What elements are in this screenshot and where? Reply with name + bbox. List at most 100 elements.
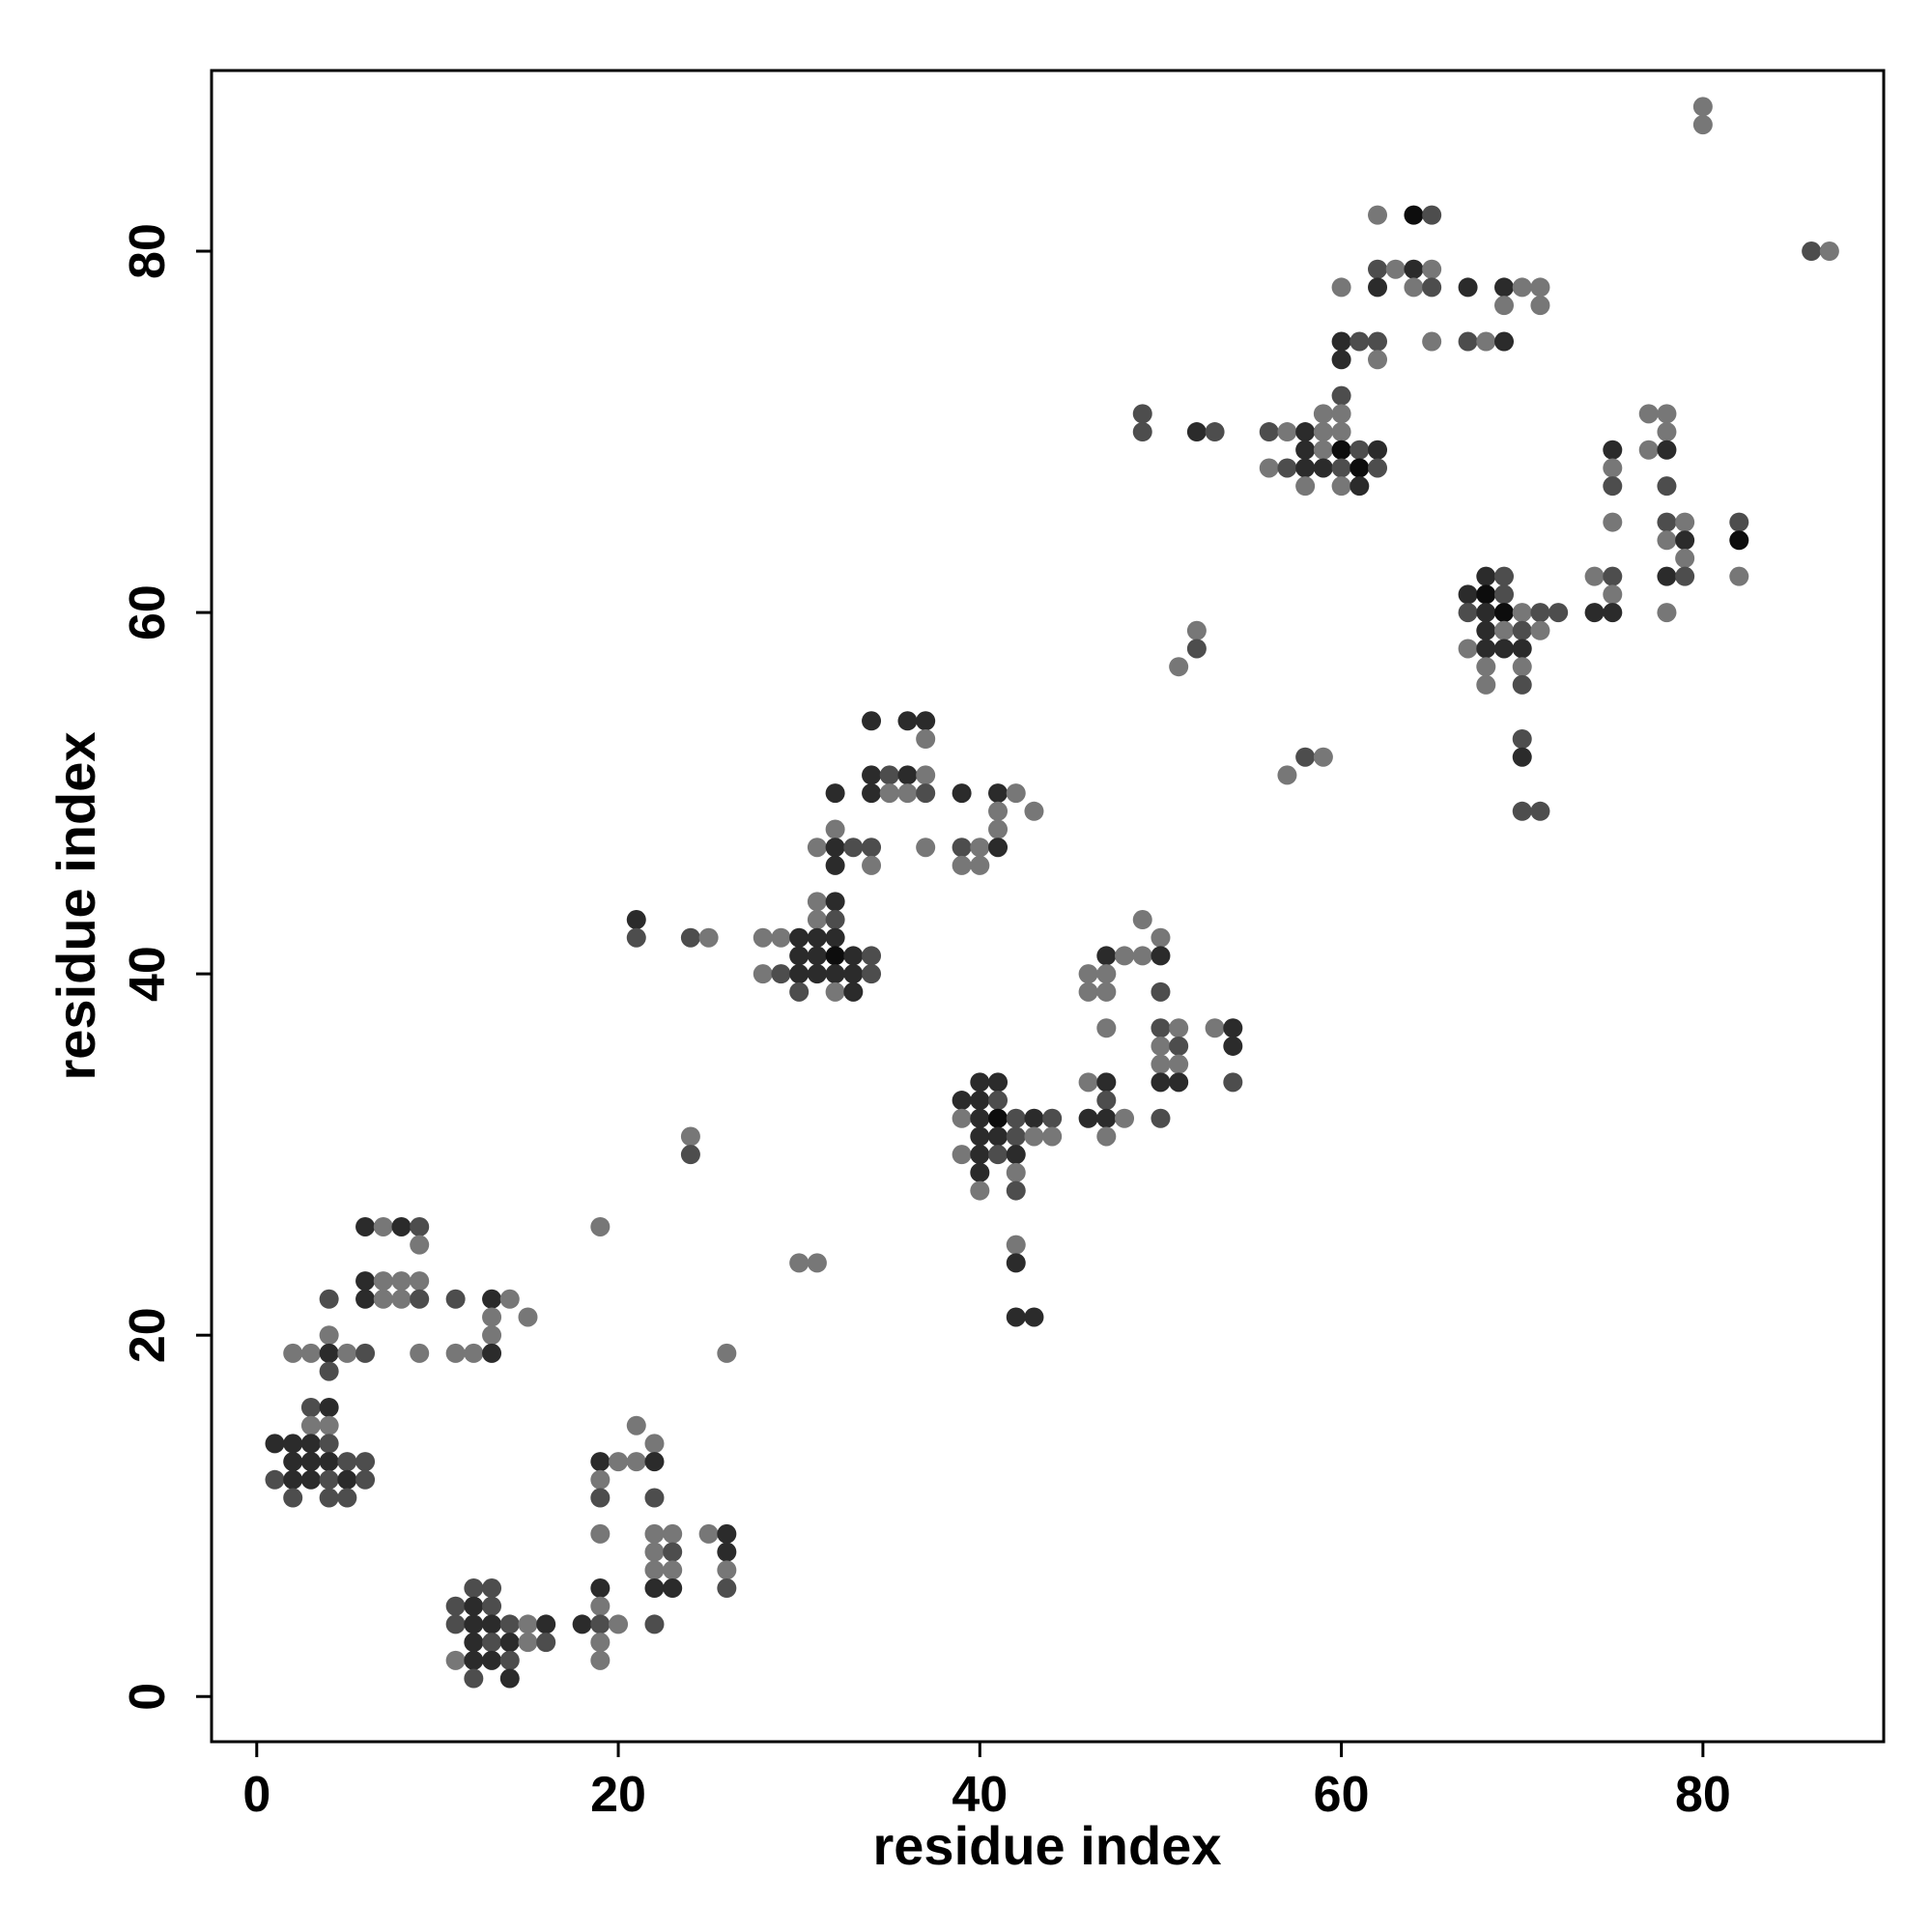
data-point [1331,277,1351,298]
data-point [753,964,773,984]
data-point [843,964,864,984]
y-tick-label: 0 [120,1683,176,1711]
data-point [410,1289,430,1309]
data-point [319,1434,339,1454]
data-point [1603,512,1623,532]
data-point [1675,512,1695,532]
data-point [1295,476,1316,497]
data-point [499,1668,520,1689]
data-point [1096,1126,1117,1147]
data-point [825,946,845,966]
data-point [1512,674,1532,695]
data-point [1584,566,1605,586]
data-point [410,1271,430,1292]
data-point [1024,801,1044,821]
data-point [1331,404,1351,424]
data-point [663,1523,683,1544]
data-point [862,765,882,785]
data-point [319,1398,339,1417]
data-point [1657,512,1677,532]
data-point [1223,1018,1243,1038]
data-point [663,1560,683,1580]
data-point [789,964,810,984]
data-point [1331,385,1351,406]
data-point [1151,1018,1171,1038]
data-point [916,783,936,804]
data-point [1169,1054,1189,1074]
data-point [1422,331,1442,352]
data-point [1603,603,1623,623]
data-point [1458,277,1478,298]
data-point [1657,566,1677,586]
data-point [1115,946,1135,966]
data-point [1151,1036,1171,1056]
data-point [590,1614,611,1634]
data-point [1512,620,1532,640]
data-point [464,1578,484,1599]
data-point [499,1633,520,1653]
data-point [626,1452,646,1472]
data-point [1458,331,1478,352]
data-point [1729,566,1749,586]
data-point [1313,440,1333,460]
data-point [319,1415,339,1435]
data-point [988,1108,1009,1128]
data-point [644,1488,665,1508]
data-point [391,1216,412,1236]
data-point [1368,331,1388,352]
data-point [807,1253,827,1273]
data-point [609,1614,629,1634]
data-point [590,1596,611,1616]
data-point [337,1488,357,1508]
data-point [410,1216,430,1236]
data-point [952,1108,972,1128]
y-tick-label: 60 [120,584,176,640]
data-point [789,1253,810,1273]
data-point [1331,458,1351,478]
data-point [300,1415,321,1435]
data-point [825,927,845,948]
x-tick-label: 60 [1314,1767,1370,1823]
data-point [391,1289,412,1309]
data-point [1096,981,1117,1002]
data-point [1603,566,1623,586]
data-point [1006,783,1026,804]
data-point [1096,946,1117,966]
data-point [1259,458,1279,478]
x-tick-label: 0 [242,1767,270,1823]
data-point [572,1614,592,1634]
data-point [464,1633,484,1653]
data-point [1603,458,1623,478]
data-point [644,1523,665,1544]
data-point [1368,440,1388,460]
data-point [1151,1054,1171,1074]
data-point [373,1216,393,1236]
data-point [789,927,810,948]
data-point [717,1343,737,1363]
data-point [482,1614,502,1634]
y-tick-label: 80 [120,223,176,279]
data-point [300,1398,321,1417]
data-point [1494,566,1515,586]
data-point [988,801,1009,821]
data-point [445,1614,466,1634]
data-point [464,1614,484,1634]
data-point [952,838,972,858]
data-point [1132,422,1152,442]
data-point [970,838,990,858]
data-point [1657,440,1677,460]
data-point [1223,1072,1243,1093]
data-point [1331,440,1351,460]
data-point [590,1469,611,1490]
x-axis-title: residue index [872,1815,1221,1876]
data-point [988,1072,1009,1093]
data-point [644,1578,665,1599]
data-point [518,1633,538,1653]
y-tick-label: 40 [120,946,176,1002]
data-point [319,1325,339,1346]
data-point [518,1307,538,1327]
data-point [1494,584,1515,605]
data-point [1530,277,1550,298]
data-point [1476,584,1496,605]
